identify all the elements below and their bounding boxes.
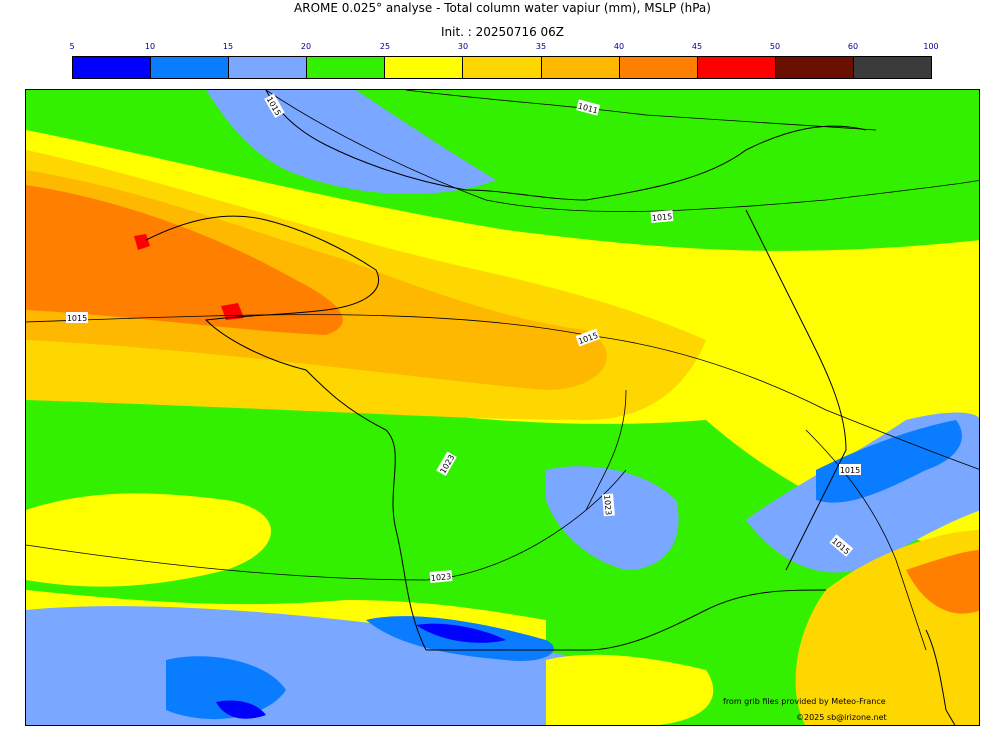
isobar-1015-b: [265, 90, 979, 212]
init-time: Init. : 20250716 06Z: [440, 25, 565, 39]
isobar-1015-a: [26, 314, 979, 470]
isobar-1015-c: [805, 429, 927, 651]
isobar-label: 1015: [650, 210, 674, 223]
colorbar-tick: 15: [222, 42, 234, 51]
coastline-france-west: [145, 215, 427, 651]
colorbar-segment: [541, 57, 620, 78]
isobar-1023-a: [26, 469, 627, 581]
isobar-1023-b: [585, 389, 627, 511]
colorbar-tick: 20: [300, 42, 312, 51]
field-blue-spain: [166, 656, 286, 720]
svg-text:1015: 1015: [67, 314, 87, 323]
colorbar-tick: 100: [923, 42, 939, 51]
colorbar-tick: 50: [769, 42, 781, 51]
field-blue-alps: [816, 420, 962, 503]
border-spain: [426, 589, 827, 651]
colorbar-tick: 35: [535, 42, 547, 51]
field-orange: [26, 185, 343, 335]
field-lightblue-massif: [546, 466, 679, 570]
map-canvas: 1015 1011 1015 1015 1015 1023 1023 1023: [26, 90, 979, 725]
colorbar-segment: [73, 57, 152, 78]
colorbar-segment: [853, 57, 932, 78]
field-yellow-atlantic: [26, 493, 271, 587]
isobar-label: 1023: [429, 570, 453, 583]
data-source-credit: from grib files provided by Meteo-France: [723, 697, 886, 706]
colorbar-segment: [229, 57, 308, 78]
colorbar-segment: [151, 57, 230, 78]
colorbar-tick: 5: [69, 42, 75, 51]
svg-text:1015: 1015: [652, 212, 673, 223]
isobar-label: 1015: [66, 312, 88, 323]
colorbar-tick: 10: [144, 42, 156, 51]
map-title: AROME 0.025° analyse - Total column wate…: [294, 1, 711, 15]
field-deepblue-pyrenees: [416, 623, 506, 643]
svg-text:1023: 1023: [602, 495, 613, 516]
colorbar-segment: [307, 57, 386, 78]
isobar-label: 1023: [602, 493, 615, 517]
colorbar-segment: [619, 57, 698, 78]
isobar-1011: [405, 90, 877, 131]
coastline-north: [585, 125, 867, 201]
svg-text:1015: 1015: [840, 466, 860, 475]
border-east: [745, 209, 847, 571]
copyright-credit: ©2025 sb@irizone.net: [796, 713, 887, 722]
colorbar-segment: [463, 57, 542, 78]
colorbar-tick: 25: [379, 42, 391, 51]
field-yellow-catalonia: [546, 654, 714, 725]
colorbar-tick: 40: [613, 42, 625, 51]
isobar-label: 1015: [839, 464, 861, 475]
field-red-1: [134, 234, 150, 250]
colorbar: [72, 56, 932, 79]
coastline-corsica: [925, 629, 956, 725]
colorbar-tick: 45: [691, 42, 703, 51]
colorbar-tick: 30: [457, 42, 469, 51]
coastline-england: [265, 90, 587, 201]
field-deepblue-spain: [216, 700, 266, 719]
weather-map: 1015 1011 1015 1015 1015 1023 1023 1023: [25, 89, 980, 726]
colorbar-tick: 60: [847, 42, 859, 51]
colorbar-segment: [775, 57, 854, 78]
svg-text:1023: 1023: [431, 572, 452, 583]
colorbar-segment: [385, 57, 464, 78]
field-orange-southeast: [906, 550, 979, 614]
colorbar-segment: [697, 57, 776, 78]
